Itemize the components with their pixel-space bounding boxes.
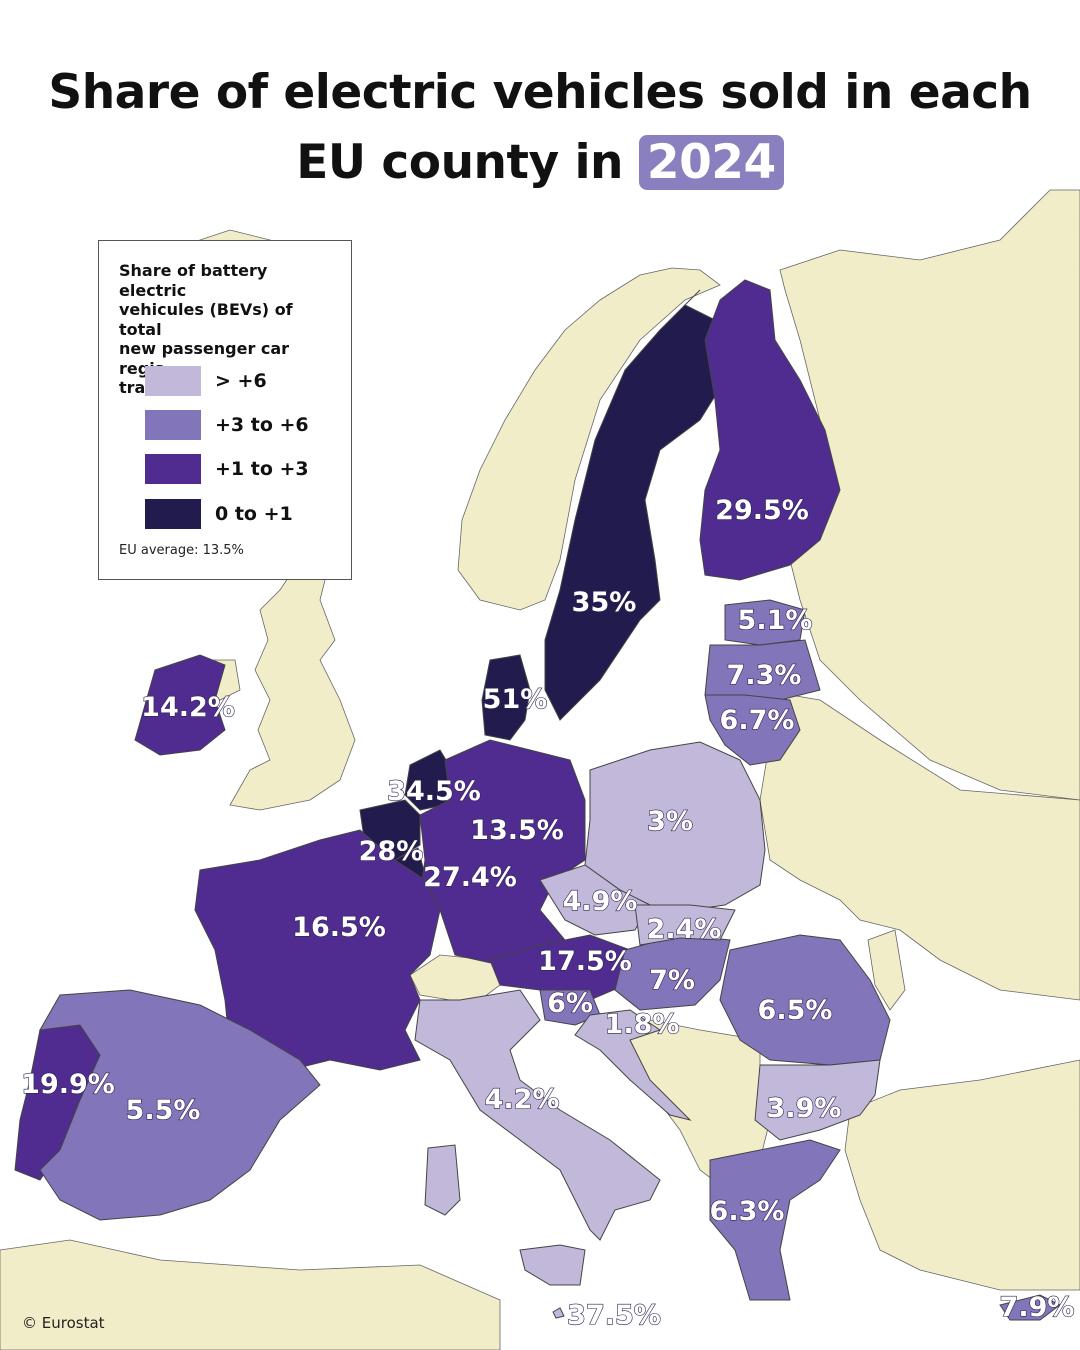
source-credit: © Eurostat — [22, 1314, 105, 1332]
label-germany: 13.5% — [470, 815, 564, 846]
label-romania: 6.5% — [758, 995, 833, 1026]
cyprus-region — [999, 1294, 1061, 1321]
italy-region — [414, 989, 661, 1241]
legend-item-1to3: +1 to +3 — [145, 454, 309, 484]
legend-label-0to1: 0 to +1 — [215, 503, 293, 525]
spain-region — [39, 989, 321, 1221]
title-line-1: Share of electric vehicles sold in each — [48, 65, 1032, 120]
legend-title: Share of battery electric vehicules (BEV… — [119, 261, 293, 397]
legend-item-3to6: +3 to +6 — [145, 410, 309, 440]
label-netherlands: 34.5% — [387, 776, 481, 807]
ireland-region — [134, 654, 226, 756]
label-greece: 6.3% — [710, 1196, 785, 1227]
label-hungary: 7% — [649, 965, 695, 996]
switzerland-land — [409, 954, 501, 1001]
legend-box: Share of battery electric vehicules (BEV… — [98, 240, 352, 580]
label-belgium: 28% — [359, 836, 424, 867]
label-spain: 5.5% — [126, 1095, 201, 1126]
legend-label-gt6: > +6 — [215, 370, 267, 392]
label-slovakia: 2.4% — [647, 914, 722, 945]
sweden-region — [544, 304, 726, 721]
norway-split-edge — [684, 289, 701, 306]
legend-note: EU average: 13.5% — [119, 543, 244, 558]
label-portugal: 19.9% — [21, 1069, 115, 1100]
sardinia-region — [424, 1144, 461, 1216]
lithuania-region — [704, 694, 801, 766]
legend-swatch-gt6 — [145, 366, 201, 396]
finland-region — [699, 279, 841, 581]
label-malta: 37.5% — [567, 1300, 661, 1331]
year-badge: 2024 — [638, 135, 784, 190]
france-region — [194, 829, 441, 1071]
legend-swatch-0to1 — [145, 499, 201, 529]
estonia-region — [724, 599, 806, 646]
moldova-land — [867, 929, 906, 1011]
label-estonia: 5.1% — [738, 605, 813, 636]
slovakia-region — [634, 904, 736, 946]
label-poland: 3% — [647, 806, 693, 837]
label-bulgaria: 3.9% — [767, 1093, 842, 1124]
label-croatia: 1.8% — [605, 1009, 680, 1040]
value-labels: 29.5% 35% 5.1% 7.3% 6.7% 14.2% 51% 34.5%… — [21, 494, 1075, 1331]
norway-land — [457, 267, 721, 611]
label-slovenia: 6% — [547, 988, 593, 1019]
label-czechia: 4.9% — [563, 886, 638, 917]
legend-item-0to1: 0 to +1 — [145, 499, 293, 529]
label-luxembourg: 27.4% — [423, 862, 517, 893]
denmark-region — [481, 654, 531, 741]
title-line-2-prefix: EU county in — [296, 135, 639, 190]
turkey-land — [844, 1059, 1080, 1291]
croatia-region — [574, 1009, 692, 1121]
label-latvia: 7.3% — [727, 660, 802, 691]
label-lithuania: 6.7% — [720, 705, 795, 736]
eu-countries — [14, 279, 1061, 1321]
belarus-ukraine-land — [759, 689, 1080, 1001]
label-cyprus: 7.9% — [1000, 1292, 1075, 1323]
sicily-region — [519, 1244, 586, 1286]
label-italy: 4.2% — [485, 1084, 560, 1115]
label-denmark: 51% — [483, 684, 548, 715]
legend-swatch-1to3 — [145, 454, 201, 484]
label-sweden: 35% — [572, 587, 637, 618]
label-ireland: 14.2% — [141, 692, 235, 723]
greece-region — [709, 1139, 841, 1301]
title-line-2: EU county in 2024 — [0, 128, 1080, 198]
label-austria: 17.5% — [538, 946, 632, 977]
great-britain-land — [229, 559, 356, 811]
legend-label-3to6: +3 to +6 — [215, 414, 309, 436]
legend-swatch-3to6 — [145, 410, 201, 440]
bulgaria-region — [754, 1059, 881, 1141]
non-eu-land — [0, 189, 1080, 1350]
legend-item-gt6: > +6 — [145, 366, 267, 396]
malta-region — [552, 1307, 565, 1319]
label-france: 16.5% — [292, 912, 386, 943]
north-africa-land — [0, 1239, 501, 1350]
map-title: Share of electric vehicles sold in each … — [0, 58, 1080, 198]
label-finland: 29.5% — [715, 495, 809, 526]
legend-label-1to3: +1 to +3 — [215, 458, 309, 480]
